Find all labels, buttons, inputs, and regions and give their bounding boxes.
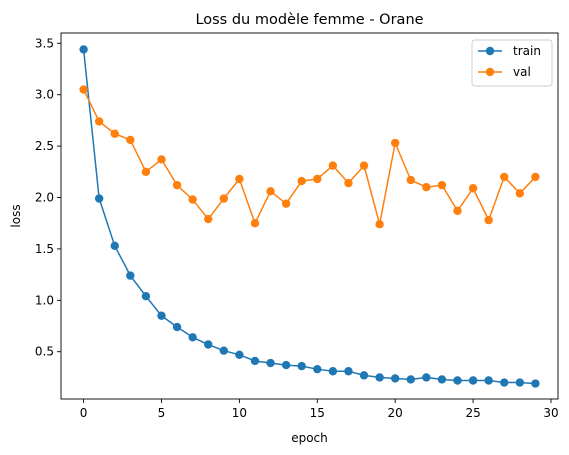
data-point-train	[79, 45, 88, 54]
data-point-train	[406, 375, 415, 384]
x-tick-label: 10	[232, 406, 247, 420]
legend-train-label: train	[513, 44, 541, 58]
data-point-val	[188, 195, 197, 204]
data-point-val	[281, 199, 291, 208]
data-point-val	[313, 174, 322, 184]
legend: train val	[471, 39, 553, 87]
data-point-train	[500, 378, 509, 387]
data-point-val	[172, 180, 182, 190]
y-axis-ticks: 0.5 1.0 1.5 2.0 2.5 3.0 3.5	[35, 36, 61, 359]
series-train	[79, 45, 540, 388]
data-point-val	[94, 117, 104, 126]
y-axis-label: loss	[9, 204, 23, 227]
data-point-train	[297, 361, 306, 371]
x-tick-label: 30	[543, 406, 558, 420]
y-tick-label: 2.5	[35, 139, 54, 153]
data-point-val	[468, 184, 478, 193]
data-point-val	[219, 194, 229, 203]
data-point-val	[141, 167, 151, 176]
y-tick-label: 0.5	[35, 345, 54, 359]
data-point-val	[266, 187, 275, 196]
data-point-val	[126, 135, 135, 145]
data-point-train	[204, 340, 213, 349]
data-point-val	[297, 176, 306, 186]
data-point-train	[437, 375, 447, 384]
data-point-val	[390, 138, 400, 148]
legend-val-label: val	[513, 65, 531, 79]
data-point-val	[500, 172, 509, 182]
plot-frame	[60, 32, 559, 400]
data-point-train	[531, 379, 540, 388]
x-tick-label: 20	[388, 406, 403, 420]
y-tick-label: 1.5	[35, 242, 54, 256]
data-point-train	[141, 291, 151, 301]
legend-item-train: train	[478, 44, 541, 58]
data-point-val	[484, 215, 493, 225]
chart-title: Loss du modèle femme - Orane	[195, 12, 423, 28]
data-point-train	[188, 333, 197, 342]
x-tick-label: 0	[80, 406, 88, 420]
y-tick-label: 3.5	[35, 36, 54, 50]
y-tick-label: 3.0	[35, 88, 54, 102]
data-point-train	[468, 376, 478, 385]
data-point-train	[157, 311, 166, 320]
data-point-val	[328, 161, 338, 170]
legend-train-marker	[485, 46, 495, 56]
data-point-train	[359, 371, 369, 380]
data-point-val	[437, 180, 447, 190]
x-tick-label: 15	[310, 406, 325, 420]
data-point-train	[94, 194, 104, 203]
data-point-val	[110, 129, 119, 138]
data-point-val	[359, 161, 369, 170]
x-tick-label: 5	[158, 406, 166, 420]
legend-val-marker	[485, 67, 495, 77]
data-point-train	[172, 322, 182, 332]
legend-item-val: val	[478, 65, 531, 79]
data-point-train	[313, 364, 322, 374]
data-point-val	[422, 183, 431, 192]
data-point-train	[219, 346, 229, 355]
data-point-train	[515, 378, 525, 387]
data-point-train	[266, 358, 275, 368]
data-point-val	[79, 85, 88, 94]
data-point-train	[250, 356, 260, 366]
y-tick-label: 1.0	[35, 293, 54, 307]
data-point-val	[250, 218, 260, 228]
data-point-val	[406, 175, 415, 185]
data-point-val	[515, 189, 525, 198]
data-point-train	[375, 373, 384, 382]
data-point-train	[235, 350, 244, 359]
data-point-val	[235, 174, 244, 184]
data-point-val	[375, 220, 384, 229]
data-point-val	[204, 214, 213, 224]
data-point-val	[453, 206, 462, 216]
plot-area	[61, 33, 558, 399]
series-val	[79, 85, 540, 229]
y-tick-label: 2.0	[35, 190, 54, 204]
data-point-train	[110, 241, 119, 251]
x-axis-label: epoch	[291, 431, 328, 445]
data-point-train	[484, 376, 493, 385]
data-point-train	[390, 374, 400, 383]
data-point-train	[453, 376, 462, 385]
data-point-train	[422, 373, 431, 382]
data-point-val	[531, 172, 540, 182]
series-layer	[79, 45, 540, 388]
x-axis-ticks: 0 5 10 15 20 25 30	[80, 399, 559, 420]
data-point-train	[344, 367, 353, 376]
x-tick-label: 25	[465, 406, 480, 420]
data-point-train	[281, 360, 291, 370]
data-point-train	[328, 367, 338, 376]
data-point-train	[126, 271, 135, 280]
data-point-val	[344, 178, 353, 188]
data-point-val	[157, 155, 166, 164]
